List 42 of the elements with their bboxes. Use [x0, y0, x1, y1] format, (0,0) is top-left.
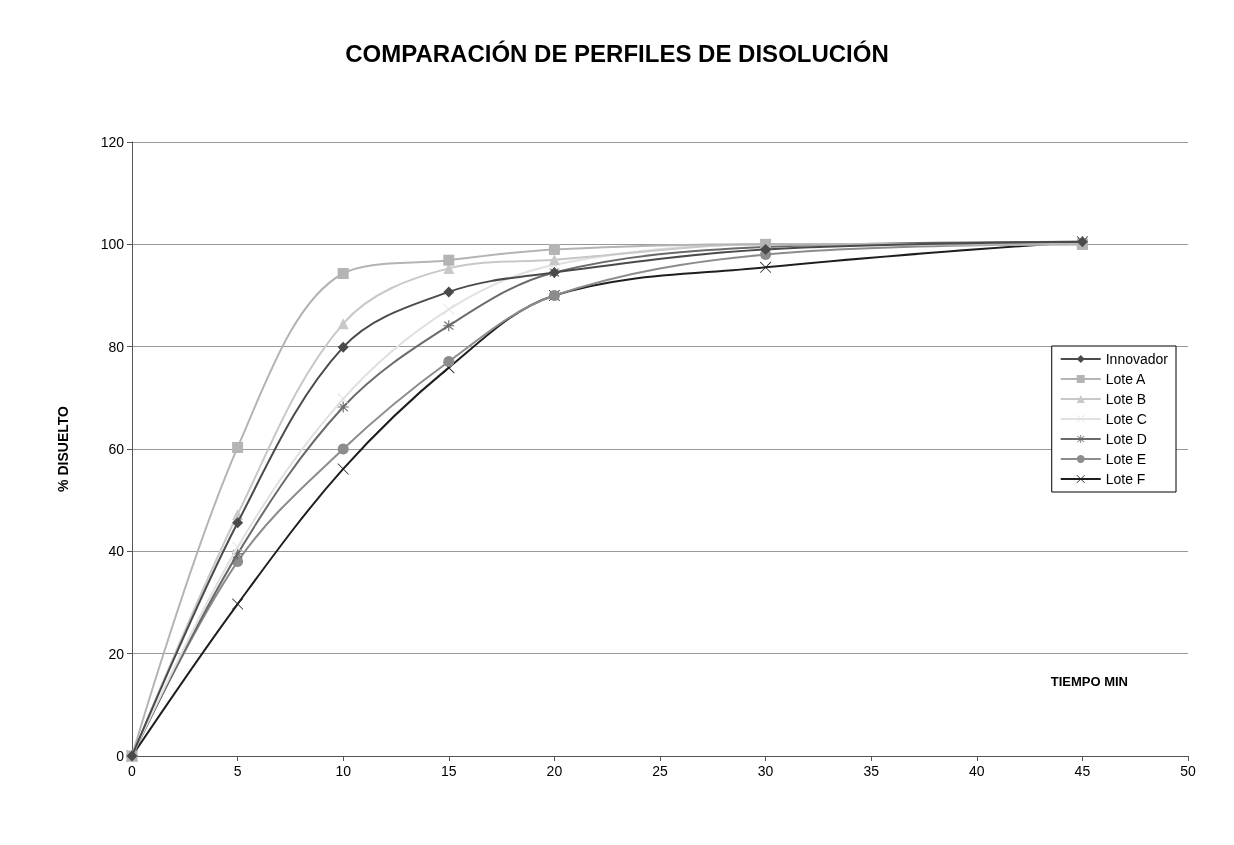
point [548, 243, 560, 255]
legend-label: Lote C [1105, 411, 1147, 427]
point [443, 286, 455, 298]
x-tick-label: 5 [233, 763, 242, 779]
chart-title: COMPARACIÓN DE PERFILES DE DISOLUCIÓN [345, 39, 889, 67]
x-axis-title: TIEMPO MIN [1050, 674, 1128, 689]
y-tick-label: 80 [108, 338, 125, 355]
legend-label: Lote D [1105, 431, 1147, 447]
legend-label: Lote B [1105, 391, 1147, 407]
point [337, 318, 349, 330]
legend-label: Lote E [1105, 451, 1147, 467]
y-tick-label: 20 [108, 645, 125, 662]
point [548, 254, 560, 266]
legend-label: Lote F [1105, 471, 1146, 487]
point [337, 268, 349, 279]
x-tick-label: 0 [128, 763, 137, 779]
y-tick-label: 60 [108, 441, 125, 457]
point [337, 341, 349, 353]
y-axis-title: % DISUELTO [55, 405, 71, 492]
y-tick-label: 40 [108, 543, 125, 560]
point [337, 443, 349, 455]
x-tick-label: 50 [1180, 763, 1196, 779]
legend-label: Innovador [1105, 351, 1169, 367]
legend-label: Lote A [1105, 371, 1147, 387]
x-tick-label: 40 [969, 763, 985, 779]
x-tick-label: 45 [1074, 763, 1091, 779]
x-tick-label: 35 [863, 763, 880, 779]
point [443, 303, 455, 315]
point [443, 320, 455, 332]
point [232, 517, 244, 529]
point [443, 356, 455, 367]
x-tick-label: 15 [441, 763, 457, 779]
point [443, 254, 455, 266]
x-tick-label: 25 [652, 763, 668, 779]
x-tick-label: 10 [335, 763, 352, 779]
point [337, 401, 349, 413]
point [232, 441, 244, 453]
y-tick-label: 0 [116, 748, 125, 764]
y-tick-label: 100 [100, 236, 125, 253]
x-tick-label: 30 [757, 763, 774, 779]
y-tick-label: 120 [100, 134, 125, 150]
x-tick-label: 20 [546, 763, 563, 779]
